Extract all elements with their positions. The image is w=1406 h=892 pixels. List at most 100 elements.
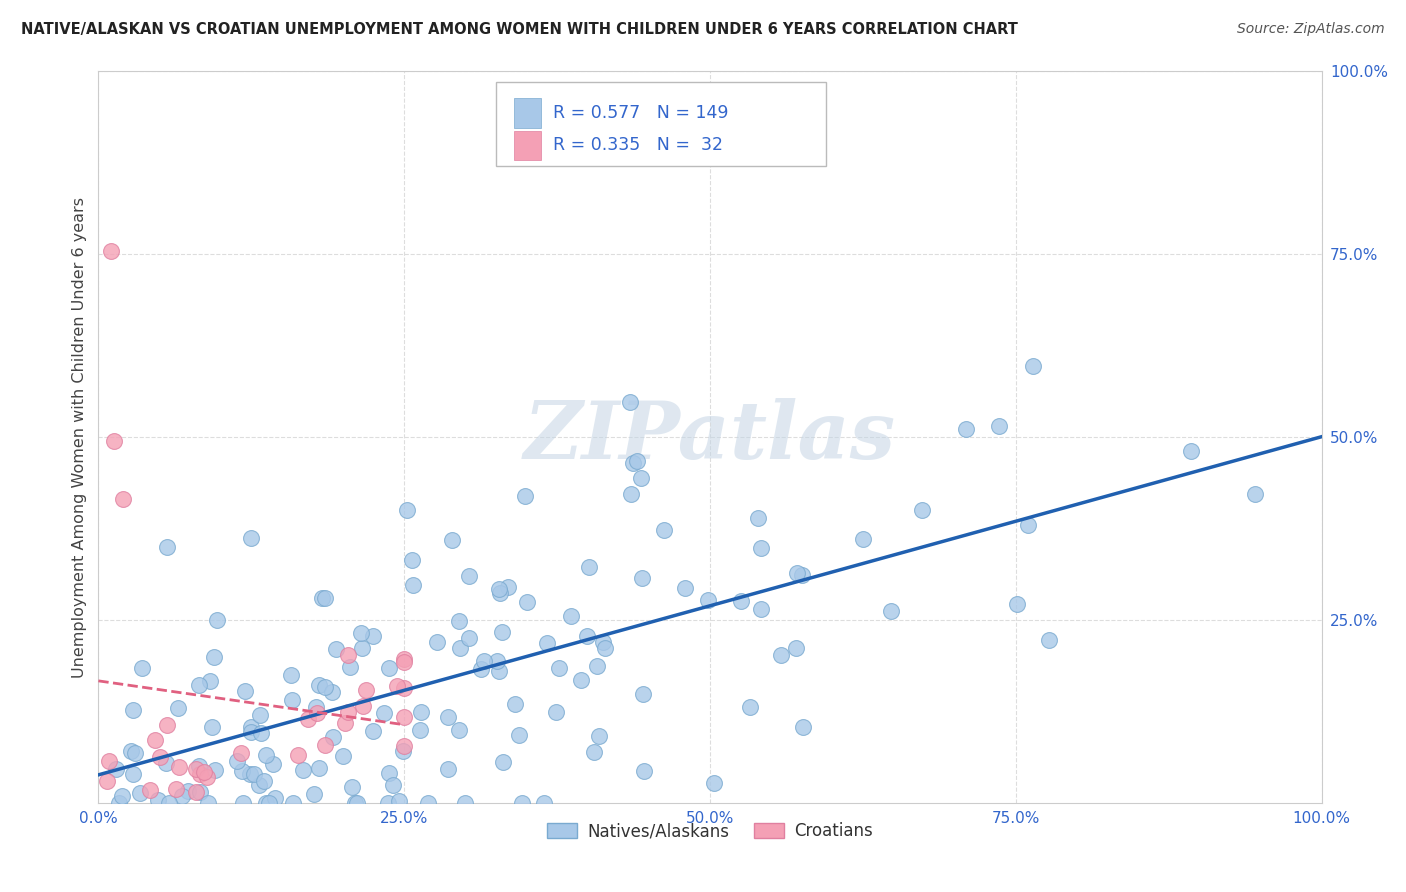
Text: NATIVE/ALASKAN VS CROATIAN UNEMPLOYMENT AMONG WOMEN WITH CHILDREN UNDER 6 YEARS : NATIVE/ALASKAN VS CROATIAN UNEMPLOYMENT … [21, 22, 1018, 37]
Point [409, 705, 432, 719]
Point [626, 454, 648, 468]
Point [325, 641, 347, 656]
Point [440, 533, 463, 547]
Point [339, 659, 361, 673]
Point [361, 629, 384, 643]
Point [297, 712, 319, 726]
Point [202, 649, 225, 664]
Point [619, 395, 641, 409]
Point [103, 434, 125, 448]
Point [392, 743, 415, 757]
Point [332, 748, 354, 763]
Point [314, 591, 336, 605]
Point [138, 783, 160, 797]
Point [790, 567, 813, 582]
Point [333, 716, 356, 731]
Point [388, 794, 411, 808]
Point [97, 755, 120, 769]
Point [100, 244, 122, 258]
Point [249, 707, 271, 722]
Point [392, 739, 416, 754]
Point [302, 787, 325, 801]
Point [387, 679, 409, 693]
Point [536, 636, 558, 650]
Point [488, 664, 510, 678]
Point [111, 789, 134, 803]
Point [631, 687, 654, 701]
Point [177, 784, 200, 798]
Point [281, 796, 304, 810]
Point [254, 748, 277, 763]
Y-axis label: Unemployment Among Women with Children Under 6 years: Unemployment Among Women with Children U… [72, 196, 87, 678]
Point [578, 560, 600, 574]
Point [184, 785, 207, 799]
Point [122, 703, 145, 717]
Point [340, 780, 363, 795]
Point [472, 654, 495, 668]
Point [352, 698, 374, 713]
Point [201, 719, 224, 733]
Point [131, 661, 153, 675]
Point [159, 796, 181, 810]
Point [586, 659, 609, 673]
Point [322, 731, 344, 745]
Point [458, 568, 481, 582]
Point [287, 748, 309, 763]
Point [239, 725, 262, 739]
Point [344, 796, 367, 810]
Point [786, 566, 808, 580]
Point [547, 661, 569, 675]
Point [544, 705, 567, 719]
Point [188, 785, 211, 799]
Point [569, 673, 592, 688]
Point [124, 746, 146, 760]
Point [149, 750, 172, 764]
Point [263, 791, 285, 805]
FancyBboxPatch shape [515, 130, 541, 160]
Point [280, 693, 302, 707]
Point [120, 744, 142, 758]
Point [235, 684, 257, 698]
Point [987, 419, 1010, 434]
Point [188, 767, 211, 781]
Point [392, 710, 416, 724]
Point [350, 640, 373, 655]
Point [392, 681, 416, 695]
Point [184, 762, 207, 776]
Point [485, 654, 508, 668]
Point [426, 635, 449, 649]
Point [108, 796, 131, 810]
Point [508, 728, 530, 742]
Point [350, 626, 373, 640]
Point [454, 796, 477, 810]
Text: ZIPatlas: ZIPatlas [524, 399, 896, 475]
Point [401, 552, 423, 566]
Point [395, 503, 418, 517]
Point [696, 592, 718, 607]
Point [377, 796, 399, 810]
Point [155, 718, 177, 732]
Point [447, 723, 470, 738]
Point [249, 726, 271, 740]
Point [588, 729, 610, 743]
Point [336, 705, 359, 719]
Point [749, 541, 772, 556]
Point [307, 706, 329, 721]
Point [770, 648, 793, 662]
Point [188, 678, 211, 692]
Point [1022, 359, 1045, 373]
Point [188, 758, 211, 772]
Point [631, 571, 654, 585]
Point [96, 774, 118, 789]
Point [740, 700, 762, 714]
Point [262, 757, 284, 772]
Point [314, 680, 336, 694]
Point [378, 661, 401, 675]
Point [560, 608, 582, 623]
Point [105, 762, 128, 776]
Point [247, 779, 270, 793]
Point [652, 523, 675, 537]
Point [346, 796, 368, 810]
Point [515, 489, 537, 503]
Point [231, 764, 253, 778]
